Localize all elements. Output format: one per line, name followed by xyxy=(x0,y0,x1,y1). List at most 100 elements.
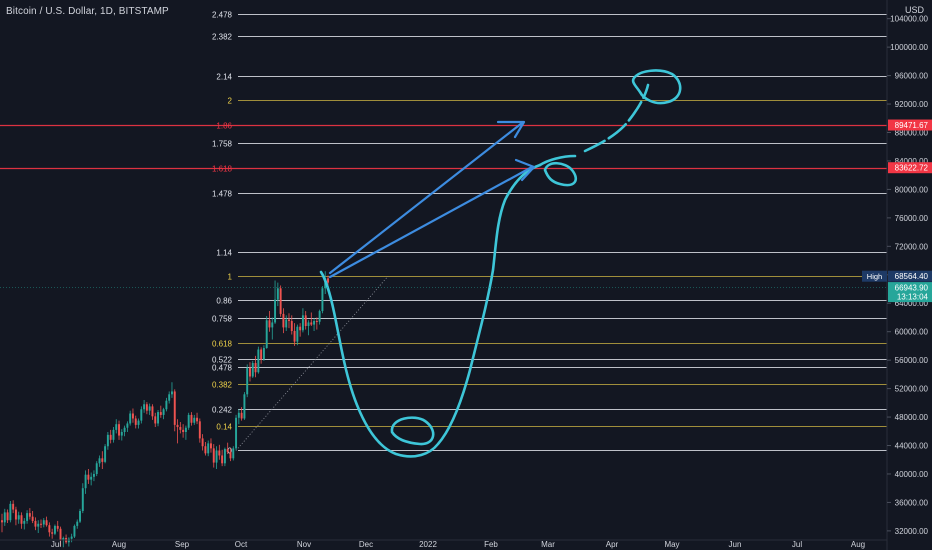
candle xyxy=(296,324,299,346)
candle-body xyxy=(176,424,179,428)
candle-body xyxy=(288,319,290,322)
candle-body xyxy=(184,427,187,432)
candle-body xyxy=(1,520,3,523)
top-loop[interactable] xyxy=(631,69,682,105)
candle-body xyxy=(76,521,79,526)
candle-body xyxy=(51,532,54,534)
candle-body xyxy=(148,406,151,411)
candle xyxy=(223,447,226,467)
fib-level-label: 1 xyxy=(228,273,233,282)
candle-body xyxy=(299,326,302,331)
candle xyxy=(65,534,68,544)
target-curve-segment[interactable] xyxy=(538,154,577,167)
candle xyxy=(90,472,93,486)
candle-body xyxy=(112,429,115,440)
price-tick-label: 96000.00 xyxy=(895,72,929,81)
arrow-lower-head[interactable] xyxy=(514,158,536,182)
candle-body xyxy=(246,367,249,395)
candle-body xyxy=(56,525,59,529)
fib-level-label: 0.618 xyxy=(212,340,233,349)
fib-level-label: 2.14 xyxy=(216,73,232,82)
price-tick-label: 44000.00 xyxy=(895,442,929,451)
candle-body xyxy=(307,322,310,326)
price-tick-label: 64000.00 xyxy=(895,299,929,308)
candle-body xyxy=(81,488,84,511)
candle xyxy=(17,511,20,524)
candle xyxy=(87,468,90,484)
candle xyxy=(159,405,162,418)
candle xyxy=(123,425,126,437)
candle xyxy=(285,315,288,331)
time-tick-label: Apr xyxy=(606,540,619,549)
candle xyxy=(62,536,65,548)
candle xyxy=(301,308,304,333)
candle-body xyxy=(95,463,98,474)
candlesticks xyxy=(1,271,329,548)
candle xyxy=(26,510,29,524)
candle-body xyxy=(321,288,324,312)
candle-body xyxy=(159,412,162,415)
candle xyxy=(101,451,104,469)
candle-body xyxy=(37,523,40,527)
candle-body xyxy=(254,362,257,373)
user-drawings[interactable] xyxy=(0,69,887,458)
candle-body xyxy=(313,321,316,325)
fibonacci-levels[interactable]: 2.478 2.382 2.14 2 1.86 1.758 1.618 1.478 1.14 1 0… xyxy=(0,11,887,456)
candle xyxy=(145,402,148,415)
candle-body xyxy=(131,413,134,419)
candle xyxy=(268,311,271,332)
candle xyxy=(293,323,296,346)
candle-body xyxy=(26,513,29,521)
arrow-upper-line[interactable] xyxy=(328,121,524,275)
fib-level-label: 1.86 xyxy=(216,122,232,131)
fib-level-label: 0 xyxy=(228,447,233,456)
candle-body xyxy=(90,476,93,480)
candle xyxy=(34,517,37,531)
candle xyxy=(190,412,193,426)
candle xyxy=(168,391,171,404)
candle-body xyxy=(229,451,232,459)
candle xyxy=(271,317,274,340)
candle xyxy=(282,308,285,334)
candle xyxy=(73,524,76,538)
candle xyxy=(56,520,59,532)
candle xyxy=(23,518,26,530)
candle-body xyxy=(198,421,201,439)
price-badge-value: 68564.40 xyxy=(895,272,929,281)
arrow-upper-head[interactable] xyxy=(496,120,526,139)
candle-body xyxy=(157,412,160,424)
candle-body xyxy=(285,319,288,328)
candle xyxy=(151,404,154,420)
projection-curve[interactable] xyxy=(319,163,542,458)
price-tick-label: 88000.00 xyxy=(895,128,929,137)
candle-body xyxy=(204,446,207,454)
candle xyxy=(157,409,160,427)
price-tick-label: 104000.00 xyxy=(890,15,928,24)
bottom-loop[interactable] xyxy=(390,416,435,446)
candle-body xyxy=(12,503,15,510)
candle xyxy=(257,346,260,374)
candle-body xyxy=(104,446,107,462)
candle-body xyxy=(143,404,146,410)
arrow-lower-line[interactable] xyxy=(328,165,534,279)
candle-body xyxy=(170,391,173,395)
candle xyxy=(162,407,165,420)
candle xyxy=(198,418,201,443)
time-axis[interactable]: Jul Aug Sep Oct Nov Dec 2022 Feb Mar Apr May Jun Jul… xyxy=(0,539,887,549)
candle xyxy=(95,461,98,477)
candle-body xyxy=(251,362,254,377)
candle xyxy=(279,285,282,317)
candle-body xyxy=(260,349,263,360)
candle xyxy=(148,403,151,415)
candle xyxy=(129,410,132,426)
candle xyxy=(310,312,313,326)
candle-body xyxy=(123,427,126,432)
candle-body xyxy=(243,394,246,419)
upper-curve[interactable] xyxy=(583,83,650,153)
candle xyxy=(42,518,45,528)
candle-body xyxy=(151,406,154,417)
time-tick-label: Jul xyxy=(792,540,802,549)
candle-body xyxy=(237,412,240,418)
small-loop[interactable] xyxy=(543,161,577,187)
